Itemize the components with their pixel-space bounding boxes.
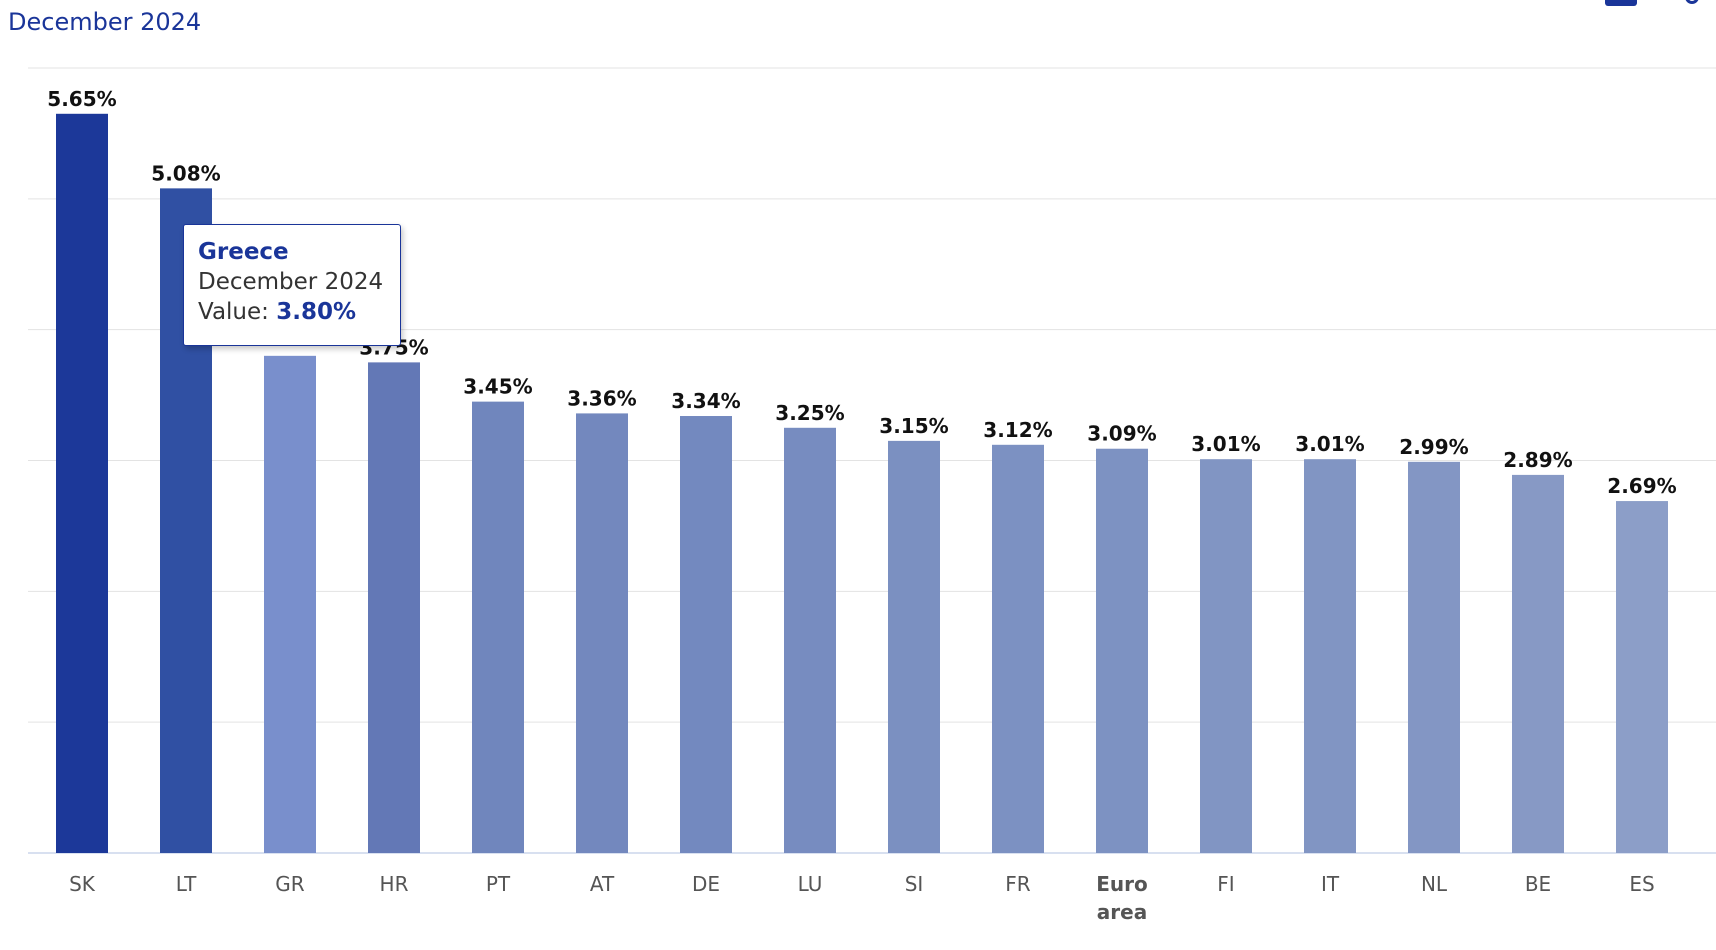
bar-fr[interactable] [992,444,1044,853]
data-label: 2.89% [1503,448,1572,472]
bar-de[interactable] [680,416,732,853]
bar-nl[interactable] [1408,461,1460,853]
bar-sk[interactable] [56,113,108,853]
x-tick-label: LU [798,872,823,896]
bars [56,113,1668,853]
bar-euro-area[interactable] [1096,448,1148,853]
x-tick-label: NL [1421,872,1448,896]
bar-at[interactable] [576,413,628,853]
bar-si[interactable] [888,440,940,853]
data-label: 2.69% [1607,474,1676,498]
x-tick-label: ES [1629,872,1654,896]
data-label: 5.08% [151,161,220,185]
bar-fi[interactable] [1200,459,1252,853]
x-tick-label: Euro [1096,872,1148,896]
bar-it[interactable] [1304,459,1356,853]
x-tick-label: FR [1005,872,1031,896]
x-tick-label: GR [275,872,304,896]
bar-gr[interactable] [264,355,316,853]
x-tick-label: SI [905,872,924,896]
x-tick-label: IT [1321,872,1340,896]
data-label: 3.01% [1191,432,1260,456]
bar-hr[interactable] [368,362,420,853]
data-label: 3.01% [1295,432,1364,456]
x-tick-label: DE [692,872,720,896]
x-tick-label: HR [380,872,409,896]
tooltip: Greece December 2024 Value: 3.80% [183,224,401,346]
bar-be[interactable] [1512,474,1564,853]
chart-subtitle: December 2024 [8,8,202,36]
x-tick-label: BE [1525,872,1551,896]
data-label: 3.45% [463,375,532,399]
bar-es[interactable] [1616,501,1668,853]
data-label: 3.15% [879,414,948,438]
tooltip-title: Greece [198,239,289,265]
data-label: 3.09% [1087,422,1156,446]
data-label: 3.25% [775,401,844,425]
data-label: 2.99% [1399,435,1468,459]
x-axis-ticks: SK LT GR HR PT AT DE LU SI FR Euro area FI IT NL BE ES [69,872,1655,924]
chart-type-icon[interactable] [1605,0,1637,6]
tooltip-value-label: Value: [198,299,269,325]
x-tick-label: PT [486,872,511,896]
data-label: 3.12% [983,418,1052,442]
data-labels: 5.65%5.08%3.75%3.45% 3.36% 3.34% 3.25%3.15%… [47,87,1676,498]
data-label: 3.36% [567,386,636,410]
data-label: 3.34% [671,389,740,413]
x-tick-label: FI [1217,872,1234,896]
x-tick-label: area [1097,900,1147,924]
x-tick-label: SK [69,872,96,896]
x-tick-label: LT [176,872,197,896]
data-label: 5.65% [47,87,116,111]
tooltip-value: 3.80% [276,299,357,325]
bar-lu[interactable] [784,427,836,853]
tooltip-date: December 2024 [198,269,384,295]
bar-pt[interactable] [472,401,524,853]
x-tick-label: AT [590,872,615,896]
